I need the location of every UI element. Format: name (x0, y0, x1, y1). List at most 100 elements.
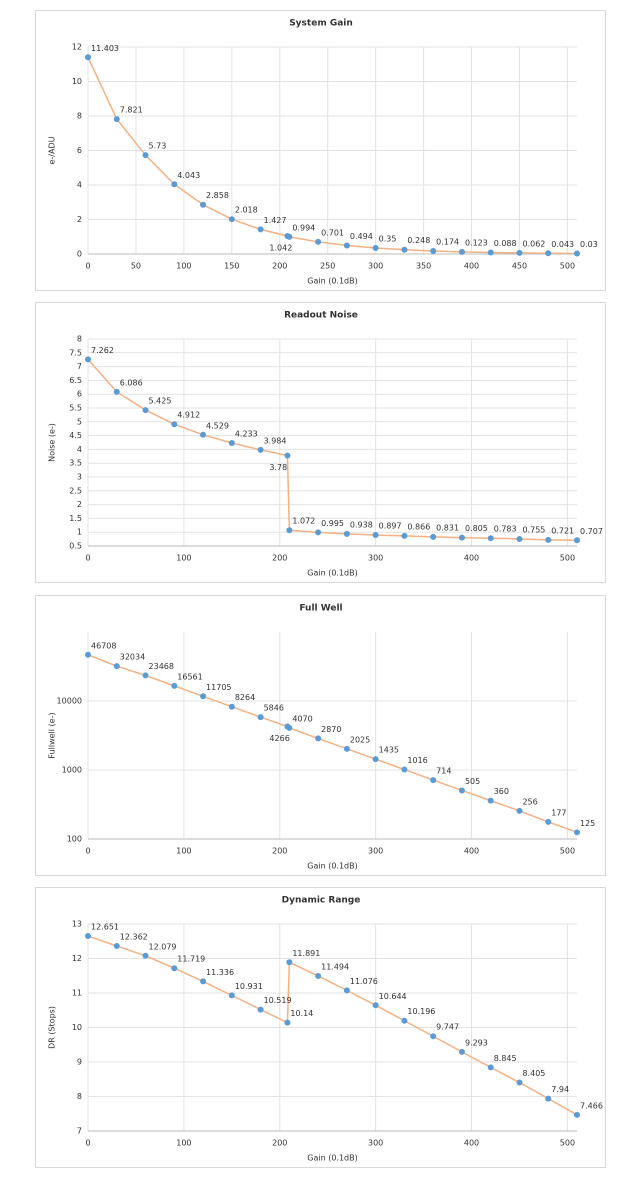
data-label: 0.897 (379, 522, 402, 531)
y-tick-label: 8 (77, 1092, 82, 1101)
data-label: 16561 (177, 672, 202, 681)
data-point (200, 978, 207, 985)
data-point (487, 797, 494, 804)
y-tick-label: 4 (77, 445, 82, 454)
data-point (286, 724, 293, 731)
data-label: 3.78 (269, 463, 287, 472)
data-label: 1016 (407, 756, 427, 765)
y-tick-label: 0.5 (69, 542, 82, 551)
data-label: 10.931 (235, 982, 263, 991)
x-tick-label: 50 (131, 262, 141, 271)
data-label: 23468 (149, 662, 174, 671)
x-tick-label: 200 (272, 554, 287, 563)
x-tick-label: 300 (368, 262, 383, 271)
data-label: 714 (436, 767, 451, 776)
data-point (430, 533, 437, 540)
data-label: 12.651 (91, 923, 119, 932)
x-tick-label: 400 (464, 847, 479, 856)
x-tick-label: 400 (464, 262, 479, 271)
x-tick-label: 200 (272, 262, 287, 271)
x-axis-label: Gain (0.1dB) (307, 277, 357, 286)
data-label: 46708 (91, 641, 116, 650)
data-point (228, 216, 235, 223)
data-point (343, 242, 350, 249)
data-point (315, 972, 322, 979)
y-tick-label: 7 (77, 1127, 82, 1136)
data-label: 0.707 (580, 527, 603, 536)
data-label: 0.043 (551, 240, 574, 249)
data-label: 7.466 (580, 1101, 603, 1110)
data-label: 11.403 (91, 44, 119, 53)
data-label: 11705 (206, 683, 231, 692)
data-point (401, 766, 408, 773)
data-label: 0.088 (494, 239, 517, 248)
data-label: 6.086 (120, 378, 143, 387)
data-label: 0.866 (407, 522, 430, 531)
data-point (401, 532, 408, 539)
y-tick-label: 2 (77, 500, 82, 509)
data-label: 0.03 (580, 240, 598, 249)
data-label: 0.938 (350, 520, 373, 529)
data-label: 7.262 (91, 346, 114, 355)
data-point (545, 818, 552, 825)
data-point (430, 247, 437, 254)
y-tick-label: 11 (72, 989, 82, 998)
data-label: 4.529 (206, 421, 229, 430)
y-tick-label: 1.5 (69, 514, 82, 523)
y-tick-label: 6.5 (69, 376, 82, 385)
data-label: 177 (551, 808, 566, 817)
x-tick-label: 300 (368, 847, 383, 856)
data-point (200, 693, 207, 700)
y-tick-label: 12 (72, 954, 82, 963)
data-label: 3.984 (264, 436, 287, 445)
data-label: 5.73 (149, 142, 167, 151)
data-point (343, 987, 350, 994)
x-tick-label: 300 (368, 554, 383, 563)
data-label: 2870 (321, 725, 341, 734)
data-label: 5.425 (149, 397, 172, 406)
data-point (574, 1111, 580, 1118)
x-tick-label: 300 (368, 1139, 383, 1148)
data-label: 2.018 (235, 206, 258, 215)
x-axis-label: Gain (0.1dB) (307, 862, 357, 871)
y-tick-label: 5.5 (69, 404, 82, 413)
y-tick-label: 1 (77, 528, 82, 537)
data-point (286, 527, 293, 534)
data-label: 9.293 (465, 1038, 488, 1047)
chart-title: Full Well (299, 604, 342, 614)
data-label: 10.14 (290, 1009, 313, 1018)
y-tick-label: 100 (67, 835, 82, 844)
data-label: 7.821 (120, 106, 143, 115)
data-point (574, 250, 580, 257)
data-label: 256 (522, 797, 537, 806)
y-tick-label: 12 (72, 43, 82, 52)
chart-title: Readout Noise (284, 311, 358, 321)
data-label: 125 (580, 819, 595, 828)
data-label: 0.494 (350, 232, 373, 241)
y-tick-label: 6 (77, 390, 82, 399)
data-point (228, 439, 235, 446)
data-label: 4070 (292, 714, 312, 723)
data-label: 10.196 (407, 1007, 435, 1016)
data-point (171, 181, 178, 188)
data-point (372, 244, 379, 251)
data-label: 505 (465, 777, 480, 786)
y-tick-label: 5 (77, 417, 82, 426)
y-tick-label: 6 (77, 146, 82, 155)
x-tick-label: 500 (560, 262, 575, 271)
data-label: 11.076 (350, 977, 378, 986)
data-point (458, 1048, 465, 1055)
data-point (516, 807, 523, 814)
data-label: 0.248 (407, 236, 430, 245)
data-point (286, 233, 293, 240)
data-label: 0.701 (321, 228, 344, 237)
data-label: 11.494 (321, 962, 349, 971)
x-tick-label: 200 (272, 847, 287, 856)
y-tick-label: 0 (77, 250, 82, 259)
data-point (113, 116, 120, 123)
x-tick-label: 400 (464, 554, 479, 563)
data-label: 0.062 (522, 239, 545, 248)
x-tick-label: 100 (176, 1139, 191, 1148)
data-point (142, 952, 149, 959)
